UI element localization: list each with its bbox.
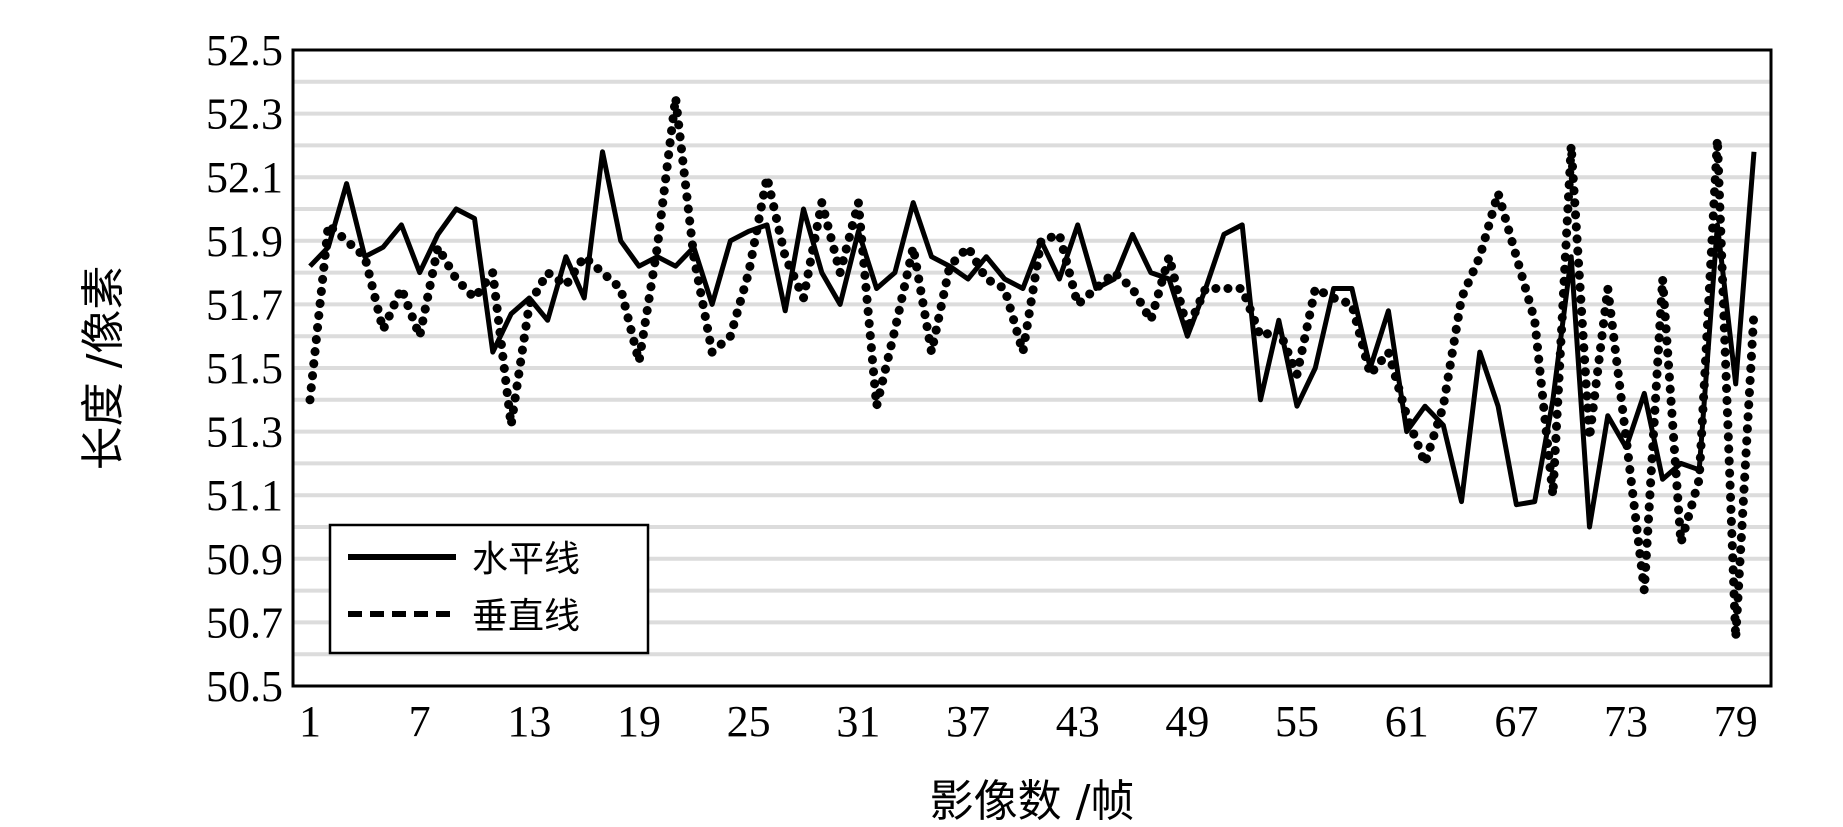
x-tick-label: 61	[1385, 697, 1429, 746]
x-axis-title: 影像数 /帧	[930, 776, 1135, 827]
x-tick-label: 7	[409, 697, 431, 746]
y-tick-label: 52.5	[206, 26, 283, 75]
x-tick-label: 79	[1714, 697, 1758, 746]
legend-label-horizontal: 水平线	[472, 539, 580, 580]
plot-frame	[291, 48, 1773, 688]
x-tick-label: 13	[507, 697, 551, 746]
gridlines	[293, 79, 1771, 657]
legend-label-vertical: 垂直线	[472, 596, 580, 637]
x-tick-label: 31	[836, 697, 880, 746]
y-tick-label: 51.9	[206, 217, 283, 266]
y-tick-label: 51.5	[206, 344, 283, 393]
x-tick-label: 1	[299, 697, 321, 746]
x-axis-ticks: 1 7 13 19 25 31 37 43 49 55 61 67 73 79	[299, 697, 1758, 746]
y-tick-label: 52.1	[206, 153, 283, 202]
y-axis-ticks: 50.5 50.7 50.9 51.1 51.3 51.5 51.7 51.9 52.1 52.3…	[206, 26, 283, 711]
x-tick-label: 25	[727, 697, 771, 746]
series-line-horizontal	[308, 149, 1757, 530]
y-tick-label: 51.7	[206, 280, 283, 329]
y-tick-label: 50.5	[206, 662, 283, 711]
x-tick-label: 73	[1604, 697, 1648, 746]
x-tick-label: 55	[1275, 697, 1319, 746]
y-tick-label: 51.1	[206, 471, 283, 520]
y-tick-label: 50.7	[206, 598, 283, 647]
legend: 水平线 垂直线	[328, 523, 650, 655]
y-axis-title: 长度 /像素	[78, 266, 129, 471]
legend-box	[328, 523, 650, 655]
x-tick-label: 19	[617, 697, 661, 746]
x-tick-label: 43	[1056, 697, 1100, 746]
series-layer	[305, 93, 1759, 643]
y-tick-label: 52.3	[206, 90, 283, 139]
series-line-vertical	[305, 93, 1759, 643]
x-tick-label: 67	[1494, 697, 1538, 746]
x-tick-label: 49	[1165, 697, 1209, 746]
y-tick-label: 51.3	[206, 408, 283, 457]
x-tick-label: 37	[946, 697, 990, 746]
y-tick-label: 50.9	[206, 535, 283, 584]
